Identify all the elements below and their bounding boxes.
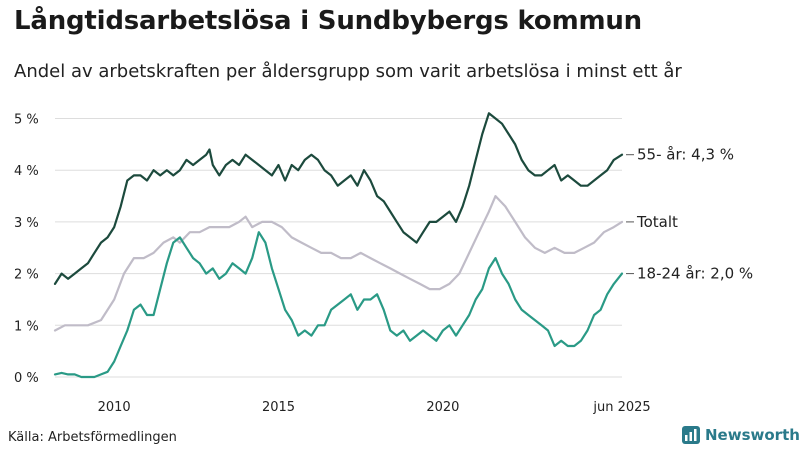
- y-tick-label: 1 %: [14, 319, 39, 334]
- source-note: Källa: Arbetsförmedlingen: [8, 430, 177, 445]
- x-tick-label: 2010: [98, 400, 131, 415]
- chart-title: Långtidsarbetslösa i Sundbybergs kommun: [14, 6, 642, 36]
- series-line-s55: [53, 112, 624, 285]
- x-tick-label: 2015: [262, 400, 295, 415]
- brand-name: Newsworthy: [705, 426, 800, 444]
- y-tick-label: 3 %: [14, 216, 39, 231]
- newsworthy-logo-icon: [682, 426, 700, 444]
- end-label-total: Totalt: [636, 213, 678, 231]
- y-tick-label: 0 %: [14, 371, 39, 386]
- series-line-total: [53, 195, 624, 332]
- y-tick-label: 2 %: [14, 268, 39, 283]
- y-tick-label: 5 %: [14, 113, 39, 128]
- x-tick-label: 2020: [426, 400, 459, 415]
- brand-logo: Newsworthy: [682, 426, 800, 444]
- x-tick-label: jun 2025: [592, 400, 650, 415]
- chart-subtitle: Andel av arbetskraften per åldersgrupp s…: [14, 61, 682, 82]
- end-label-s55: 55- år: 4,3 %: [637, 146, 734, 164]
- end-label-s1824: 18-24 år: 2,0 %: [637, 265, 753, 283]
- line-chart: 0 % 1 % 2 % 3 % 4 % 5 % 2010 2015 2020 jun 2025 55…: [14, 112, 753, 415]
- y-tick-label: 4 %: [14, 164, 39, 179]
- series-line-s1824: [53, 231, 624, 379]
